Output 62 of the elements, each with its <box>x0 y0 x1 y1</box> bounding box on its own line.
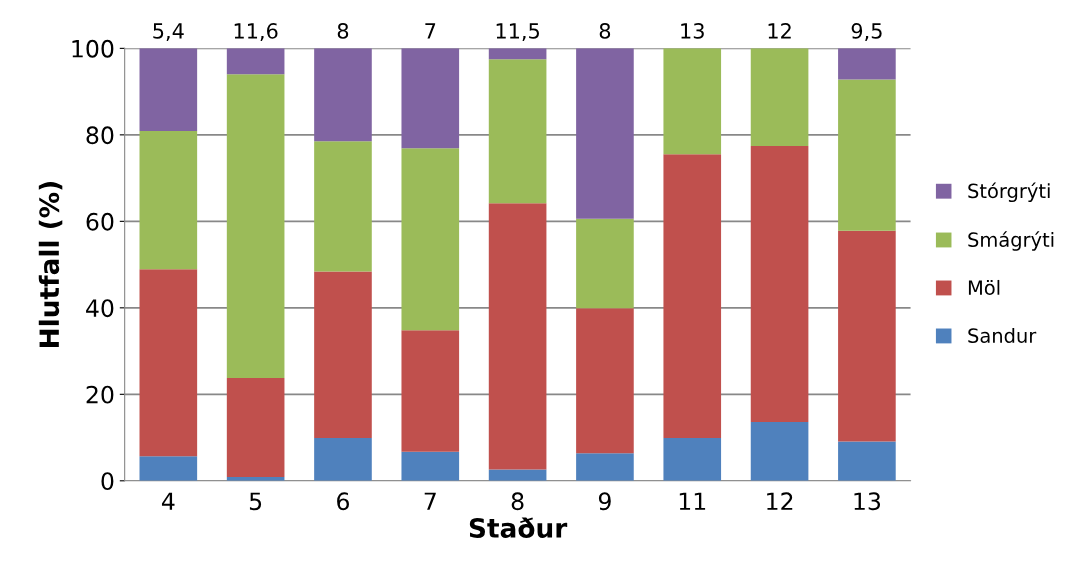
bar <box>314 271 372 438</box>
y-tick-label: 20 <box>86 385 114 404</box>
bar <box>750 48 809 147</box>
bar <box>576 453 634 481</box>
bar <box>401 48 460 149</box>
annotation: 9,5 <box>851 23 882 41</box>
legend-label: Stórgrýti <box>968 182 1050 203</box>
bar <box>576 48 634 219</box>
bar <box>401 451 460 481</box>
bar <box>401 148 460 331</box>
bar <box>314 141 372 272</box>
y-tick-label: 80 <box>86 126 114 145</box>
bar <box>139 130 198 270</box>
bar <box>488 59 547 204</box>
bar <box>750 421 809 481</box>
y-tick-label: 60 <box>86 212 114 231</box>
bar <box>838 441 896 481</box>
x-tick-label: 11 <box>679 492 706 510</box>
annotation: 8 <box>337 23 349 39</box>
annotation: 7 <box>425 23 436 39</box>
x-tick-label: 9 <box>598 492 611 511</box>
annotation: 11,5 <box>496 23 539 41</box>
annotation: 5,4 <box>153 23 184 41</box>
x-tick-label: 4 <box>161 492 175 510</box>
legend-label: Möl <box>968 279 1000 295</box>
bar <box>488 48 547 60</box>
legend-label: Sandur <box>968 327 1037 343</box>
x-tick-label: 13 <box>854 492 881 511</box>
bar <box>576 218 634 309</box>
bar <box>838 230 896 442</box>
x-axis-title: Staður <box>469 517 568 538</box>
annotation: 8 <box>599 23 611 39</box>
bar <box>226 377 285 477</box>
bar <box>226 48 285 75</box>
x-tick-label: 7 <box>424 492 436 510</box>
bar <box>838 79 896 231</box>
bar <box>139 269 198 457</box>
annotation: 13 <box>681 23 704 39</box>
bar <box>139 48 198 131</box>
x-tick-label: 12 <box>767 492 793 510</box>
bar <box>314 48 372 142</box>
bar <box>663 154 722 438</box>
bar <box>838 48 896 80</box>
y-tick-label: 100 <box>72 39 114 58</box>
bar <box>226 74 285 378</box>
x-tick-label: 8 <box>511 492 524 511</box>
y-tick-label: 0 <box>101 472 114 491</box>
bar <box>576 308 634 454</box>
legend-label: Smágrýti <box>968 231 1054 251</box>
y-tick-label: 40 <box>86 299 114 318</box>
x-tick-label: 5 <box>249 492 262 511</box>
bar <box>488 203 547 470</box>
bar <box>314 437 372 481</box>
bar <box>401 330 460 452</box>
y-axis-title: Hlutfall (%) <box>38 182 63 347</box>
bar <box>750 146 809 422</box>
annotation: 12 <box>768 23 791 39</box>
x-tick-label: 6 <box>337 492 349 511</box>
annotation: 11,6 <box>234 23 278 41</box>
bar <box>663 437 722 481</box>
bar <box>663 48 722 155</box>
bar <box>139 456 198 481</box>
